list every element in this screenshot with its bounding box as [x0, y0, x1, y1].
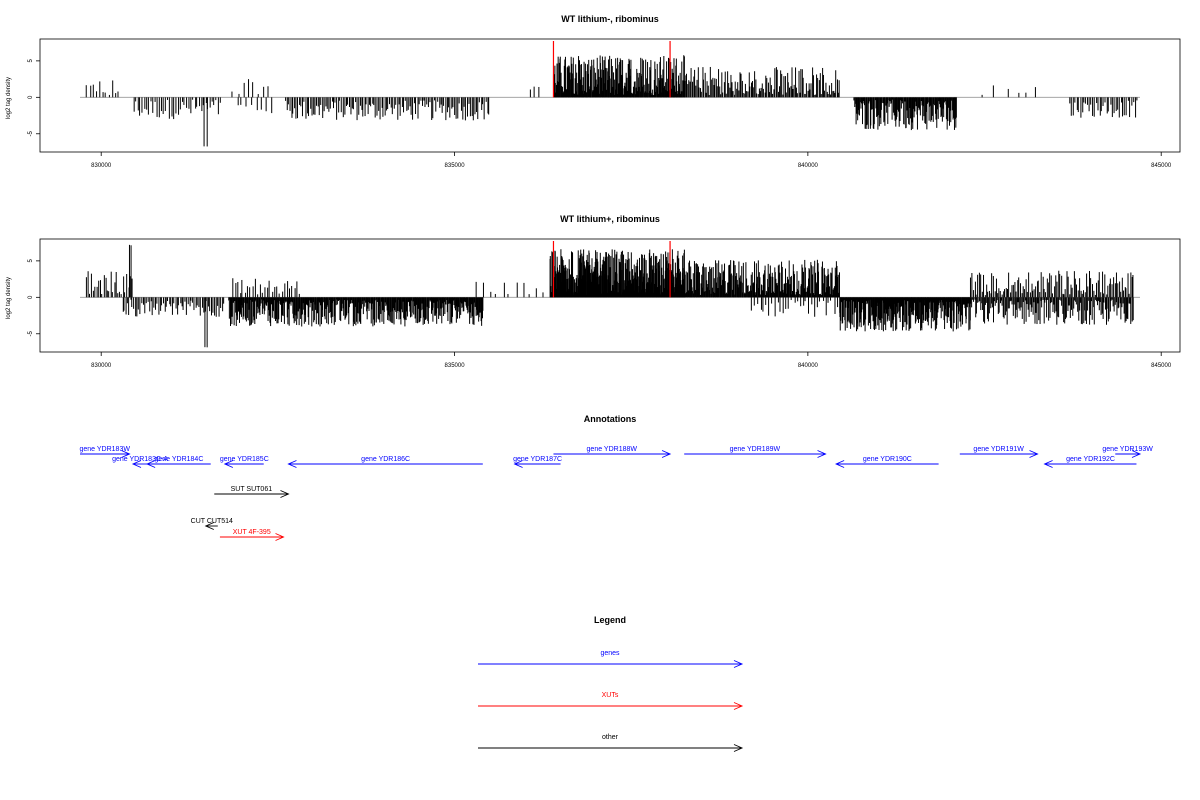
legend-arrowhead — [733, 702, 744, 710]
legend-title: Legend — [594, 615, 626, 625]
feature-label: gene YDR188W — [587, 446, 638, 453]
feature-annotation: gene YDR190C — [835, 456, 939, 468]
feature-annotation: gene YDR183W — [79, 446, 131, 458]
annotations-title: Annotations — [584, 414, 637, 424]
feature-arrowhead — [835, 460, 845, 468]
feature-arrowhead — [121, 450, 131, 458]
x-tick-label: 845000 — [1151, 163, 1172, 169]
feature-label: SUT SUT061 — [231, 486, 273, 493]
feature-arrowhead — [513, 460, 523, 468]
legend-label: genes — [600, 650, 620, 657]
feature-arrowhead — [223, 460, 234, 468]
x-axis: 830000 835000 840000 845000 — [91, 152, 1172, 169]
x-axis: 830000 835000 840000 845000 — [91, 352, 1172, 369]
legend: Legend genes XUTs other — [478, 615, 744, 752]
y-tick-label: -5 — [28, 130, 34, 136]
plot-frame — [39, 38, 1181, 153]
feature-arrowhead — [661, 450, 672, 458]
x-tick-label: 835000 — [445, 363, 466, 369]
feature-label: CUT CUT514 — [191, 518, 233, 525]
feature-arrowhead — [131, 460, 142, 468]
y-axis-label: log2 tag density — [6, 77, 12, 119]
plot-frame — [39, 238, 1181, 353]
feature-annotation: gene YDR185C — [220, 456, 269, 468]
feature-label: gene YDR192C — [1066, 456, 1115, 463]
y-tick-label: 0 — [28, 295, 34, 299]
feature-arrowhead — [146, 460, 156, 468]
feature-arrowhead — [204, 522, 214, 530]
feature-arrowhead — [275, 533, 285, 541]
legend-item: genes — [478, 650, 744, 668]
y-tick-label: 5 — [28, 259, 34, 263]
y-axis: -5 0 5 — [28, 259, 40, 336]
legend-label: XUTs — [602, 692, 619, 699]
y-tick-label: 5 — [28, 59, 34, 63]
legend-arrowhead — [733, 744, 744, 752]
feature-arrowhead — [1131, 450, 1142, 458]
feature-label: gene YDR186C — [361, 456, 410, 463]
panel-title: WT lithium+, ribominus — [560, 214, 660, 224]
legend-arrowhead — [733, 660, 744, 668]
legend-item: other — [478, 734, 744, 752]
track-panel-lithium-minus: WT lithium-, ribominus 830000 835000 84000… — [6, 14, 1181, 169]
feature-label: gene YDR189W — [730, 446, 781, 453]
legend-items: genes XUTs other — [478, 650, 744, 752]
y-axis: -5 0 5 — [28, 59, 40, 136]
bar-layer — [80, 55, 1140, 147]
legend-label: other — [602, 734, 619, 741]
x-tick-label: 830000 — [91, 163, 112, 169]
feature-label: gene YDR183C-A — [112, 456, 168, 463]
feature-label: gene YDR187C — [513, 456, 562, 463]
panel-title: WT lithium-, ribominus — [561, 14, 659, 24]
feature-annotation: XUT 4F-395 — [219, 529, 285, 541]
track-panel-lithium-plus: WT lithium+, ribominus 830000 835000 84000… — [6, 214, 1181, 369]
feature-annotation: gene YDR183C-A — [112, 456, 168, 468]
feature-label: XUT 4F-395 — [233, 529, 271, 536]
feature-annotation: gene YDR193W — [1102, 446, 1153, 458]
feature-label: gene YDR184C — [154, 456, 203, 463]
feature-label: gene YDR183W — [79, 446, 130, 453]
y-axis-label: log2 tag density — [6, 277, 12, 319]
feature-annotation: SUT SUT061 — [214, 486, 290, 498]
feature-annotation: gene YDR187C — [513, 456, 562, 468]
feature-label: gene YDR190C — [863, 456, 912, 463]
feature-annotation: gene YDR191W — [959, 446, 1039, 458]
feature-annotation: gene YDR186C — [287, 456, 483, 468]
feature-annotation: gene YDR184C — [146, 456, 211, 468]
y-tick-label: 0 — [28, 95, 34, 99]
feature-arrowhead — [817, 450, 827, 458]
feature-annotation: gene YDR188W — [553, 446, 672, 458]
feature-arrowhead — [1043, 460, 1053, 468]
feature-annotation: gene YDR189W — [684, 446, 827, 458]
feature-annotation: gene YDR192C — [1043, 456, 1137, 468]
region-marker-layer — [552, 41, 671, 98]
feature-arrowhead — [1029, 450, 1039, 458]
x-tick-label: 835000 — [445, 163, 466, 169]
legend-item: XUTs — [478, 692, 744, 710]
feature-arrowhead — [280, 490, 290, 498]
feature-label: gene YDR191W — [973, 446, 1024, 453]
y-tick-label: -5 — [28, 330, 34, 336]
feature-label: gene YDR185C — [220, 456, 269, 463]
feature-annotation: CUT CUT514 — [191, 518, 233, 530]
x-tick-label: 840000 — [798, 163, 819, 169]
feature-arrowhead — [287, 460, 297, 468]
feature-label: gene YDR193W — [1102, 446, 1153, 453]
x-tick-label: 830000 — [91, 363, 112, 369]
bar-layer — [80, 244, 1140, 348]
x-tick-label: 845000 — [1151, 363, 1172, 369]
region-marker-layer — [552, 241, 671, 298]
x-tick-label: 840000 — [798, 363, 819, 369]
